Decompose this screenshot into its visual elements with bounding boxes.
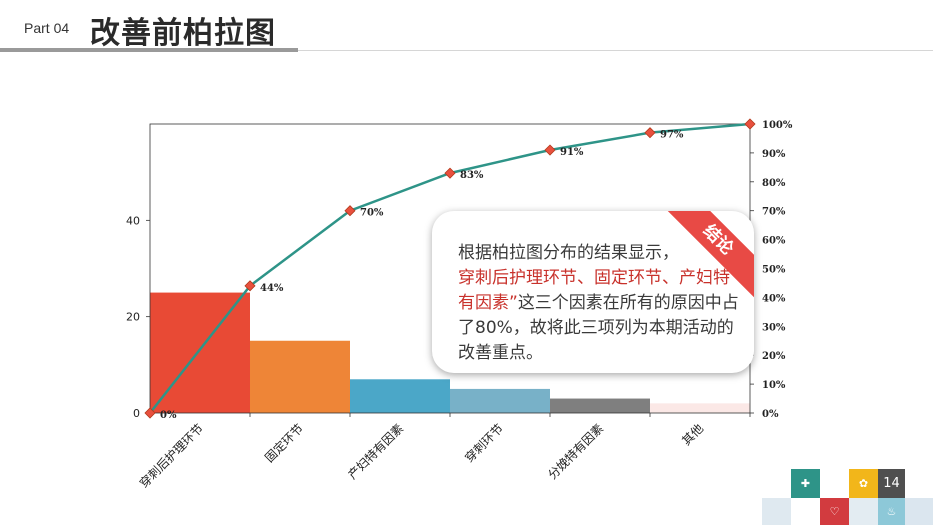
y2-tick-label: 60%	[762, 236, 786, 247]
header-accent-bar	[0, 48, 298, 52]
cumulative-data-label: 83%	[460, 170, 484, 181]
corner-tile	[905, 498, 933, 525]
y-tick-label: 20	[126, 311, 140, 324]
category-label: 固定环节	[262, 421, 307, 466]
header: Part 04 改善前柏拉图	[0, 0, 933, 52]
conclusion-highlight: 穿刺后护理环节、固定环节、产妇特有因素”	[458, 268, 730, 313]
cumulative-marker	[744, 118, 756, 130]
pills-icon: ✿	[849, 469, 878, 498]
cumulative-marker	[344, 205, 356, 217]
y2-tick-label: 100%	[762, 120, 793, 131]
cumulative-data-label: 91%	[560, 147, 584, 158]
cumulative-data-label: 44%	[260, 283, 284, 294]
header-divider	[0, 50, 933, 51]
cumulative-data-label: 70%	[360, 208, 384, 219]
doctor-image-tile	[849, 498, 878, 525]
y2-tick-label: 70%	[762, 207, 786, 218]
bar	[250, 340, 350, 413]
y2-tick-label: 40%	[762, 293, 786, 304]
bar	[350, 379, 450, 413]
y2-tick-label: 30%	[762, 322, 786, 333]
bar	[650, 403, 750, 413]
part-label: Part 04	[24, 20, 70, 36]
y2-tick-label: 10%	[762, 380, 786, 391]
conclusion-text-part1: 根据柏拉图分布的结果显示，	[458, 243, 679, 263]
bottle-icon: ♨	[878, 498, 905, 525]
nurse-image-tile	[762, 498, 791, 525]
category-label: 分娩特有因素	[545, 421, 607, 483]
cumulative-marker	[544, 144, 556, 156]
y2-tick-label: 0%	[762, 409, 779, 420]
cumulative-marker	[444, 167, 456, 179]
page-number: 14	[878, 469, 905, 498]
cumulative-marker	[244, 280, 256, 292]
conclusion-text-part2: 这三个因素在所有的原因中占了80%，故将此三项列为本期活动的改善重点。	[458, 293, 739, 363]
y2-tick-label: 90%	[762, 149, 786, 160]
cumulative-data-label: 0%	[160, 410, 177, 421]
y2-tick-label: 80%	[762, 178, 786, 189]
y2-tick-label: 50%	[762, 265, 786, 276]
y2-tick-label: 20%	[762, 351, 786, 362]
conclusion-callout: 结论 根据柏拉图分布的结果显示， 穿刺后护理环节、固定环节、产妇特有因素”这三个因…	[432, 211, 754, 373]
y-tick-label: 40	[126, 214, 140, 227]
cumulative-marker	[644, 127, 656, 139]
cumulative-line-layer	[144, 118, 756, 419]
hospital-icon: ✚	[791, 469, 820, 498]
category-label: 其他	[679, 421, 706, 448]
cumulative-data-label: 97%	[660, 130, 684, 141]
cumulative-marker	[144, 407, 156, 419]
conclusion-text: 根据柏拉图分布的结果显示， 穿刺后护理环节、固定环节、产妇特有因素”这三个因素在所…	[458, 241, 744, 366]
y-tick-label: 0	[133, 407, 140, 420]
page-title: 改善前柏拉图	[90, 16, 276, 51]
category-label: 产妇特有因素	[345, 421, 407, 483]
category-label: 穿刺环节	[462, 421, 507, 466]
heart-icon: ♡	[820, 498, 849, 525]
bar	[550, 398, 650, 413]
bar	[450, 388, 550, 413]
category-label: 穿刺后护理环节	[136, 421, 206, 491]
